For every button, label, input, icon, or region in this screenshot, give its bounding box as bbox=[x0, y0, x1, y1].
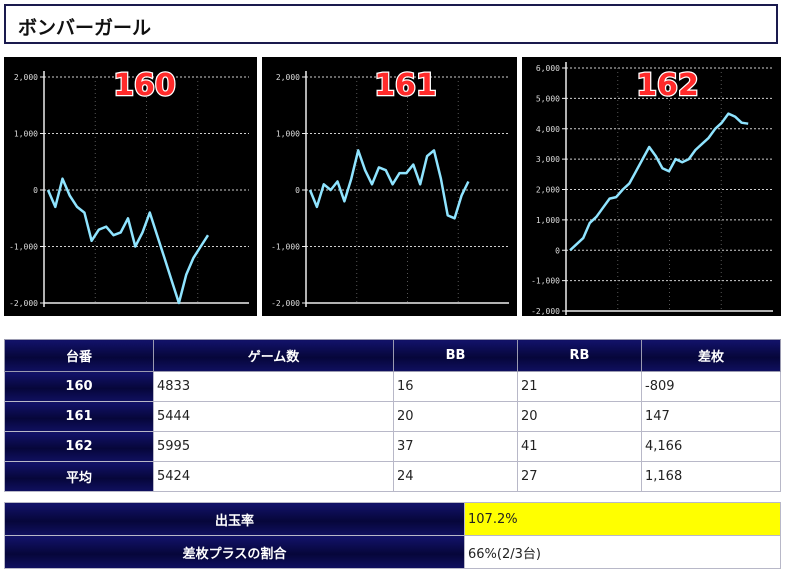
payout-rate-value: 107.2% bbox=[464, 502, 781, 536]
bb-cell: 37 bbox=[393, 431, 518, 462]
series-line bbox=[569, 112, 749, 252]
y-tick-label: 5,000 bbox=[536, 94, 560, 103]
chart-svg-161: 2,000 1,000 0 -1,000 -2,000 161 bbox=[271, 67, 509, 308]
slump-chart-161: 2,000 1,000 0 -1,000 -2,000 161 bbox=[262, 57, 517, 316]
table-row: 160 4833 16 21 -809 bbox=[4, 371, 781, 402]
page-title: ボンバーガール bbox=[18, 17, 152, 39]
games-cell: 4833 bbox=[153, 371, 394, 402]
y-tick-label: 2,000 bbox=[276, 73, 300, 82]
games-cell: 5995 bbox=[153, 431, 394, 462]
header-games: ゲーム数 bbox=[153, 339, 394, 372]
diff-cell: -809 bbox=[641, 371, 781, 402]
chart-svg-162: 6,000 5,000 4,000 3,000 2,000 1,000 0 -1,000 -2,… bbox=[531, 62, 773, 316]
summary-table: 出玉率 107.2% 差枚プラスの割合 66%(2/3台) bbox=[4, 502, 781, 569]
series-line bbox=[308, 149, 470, 220]
machine-data-table: 台番 ゲーム数 BB RB 差枚 160 4833 16 21 -809 161… bbox=[4, 339, 781, 492]
header-diff: 差枚 bbox=[641, 339, 781, 372]
slump-chart-162: 6,000 5,000 4,000 3,000 2,000 1,000 0 -1,000 -2,… bbox=[522, 57, 781, 316]
y-tick-label: 3,000 bbox=[536, 155, 560, 164]
diff-cell: 4,166 bbox=[641, 431, 781, 462]
summary-row-payout: 出玉率 107.2% bbox=[4, 502, 781, 536]
series-line bbox=[46, 177, 210, 305]
bb-cell: 24 bbox=[393, 461, 518, 492]
y-tick-label: -2,000 bbox=[9, 299, 38, 308]
y-tick-label: 2,000 bbox=[14, 73, 38, 82]
slump-chart-160: 2,000 1,000 0 -1,000 -2,000 160 bbox=[4, 57, 257, 316]
y-tick-label: -1,000 bbox=[531, 277, 560, 286]
chart-number-label: 161 bbox=[374, 68, 437, 103]
bb-cell: 16 bbox=[393, 371, 518, 402]
plus-ratio-value: 66%(2/3台) bbox=[464, 535, 781, 569]
y-tick-label: -2,000 bbox=[531, 307, 560, 316]
diff-cell: 1,168 bbox=[641, 461, 781, 492]
y-tick-label: 4,000 bbox=[536, 125, 560, 134]
y-tick-label: 6,000 bbox=[536, 64, 560, 73]
rb-cell: 20 bbox=[517, 401, 642, 432]
rb-cell: 21 bbox=[517, 371, 642, 402]
y-tick-label: 1,000 bbox=[276, 130, 300, 139]
bb-cell: 20 bbox=[393, 401, 518, 432]
y-tick-label: 0 bbox=[33, 186, 38, 195]
table-row: 161 5444 20 20 147 bbox=[4, 401, 781, 432]
table-row-average: 平均 5424 24 27 1,168 bbox=[4, 461, 781, 492]
y-tick-label: 0 bbox=[295, 186, 300, 195]
games-cell: 5424 bbox=[153, 461, 394, 492]
table-header-row: 台番 ゲーム数 BB RB 差枚 bbox=[4, 339, 781, 372]
rb-cell: 27 bbox=[517, 461, 642, 492]
y-tick-label: -1,000 bbox=[9, 243, 38, 252]
diff-cell: 147 bbox=[641, 401, 781, 432]
summary-row-plus-ratio: 差枚プラスの割合 66%(2/3台) bbox=[4, 535, 781, 569]
y-tick-label: -2,000 bbox=[271, 299, 300, 308]
y-tick-label: 1,000 bbox=[536, 216, 560, 225]
machine-number: 161 bbox=[4, 401, 154, 432]
machine-number: 160 bbox=[4, 371, 154, 402]
chart-svg-160: 2,000 1,000 0 -1,000 -2,000 160 bbox=[9, 67, 249, 308]
y-tick-label: -1,000 bbox=[271, 243, 300, 252]
page-title-box: ボンバーガール bbox=[4, 4, 778, 44]
header-bb: BB bbox=[393, 339, 518, 372]
payout-rate-label: 出玉率 bbox=[4, 502, 465, 536]
average-label: 平均 bbox=[4, 461, 154, 492]
plus-ratio-label: 差枚プラスの割合 bbox=[4, 535, 465, 569]
y-tick-label: 2,000 bbox=[536, 186, 560, 195]
games-cell: 5444 bbox=[153, 401, 394, 432]
chart-number-label: 162 bbox=[636, 68, 699, 103]
table-row: 162 5995 37 41 4,166 bbox=[4, 431, 781, 462]
y-tick-label: 1,000 bbox=[14, 130, 38, 139]
y-tick-label: 0 bbox=[555, 246, 560, 255]
header-machine: 台番 bbox=[4, 339, 154, 372]
chart-number-label: 160 bbox=[113, 68, 176, 103]
header-rb: RB bbox=[517, 339, 642, 372]
rb-cell: 41 bbox=[517, 431, 642, 462]
machine-number: 162 bbox=[4, 431, 154, 462]
